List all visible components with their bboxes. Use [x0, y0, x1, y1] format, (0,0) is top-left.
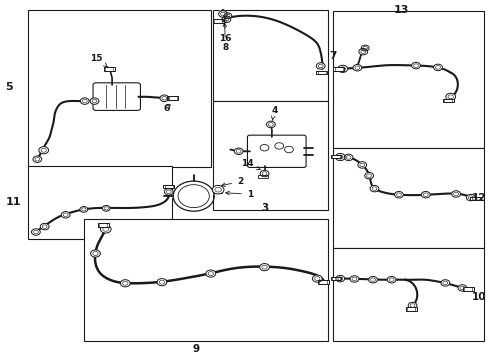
Circle shape [359, 48, 368, 55]
Bar [213, 10, 328, 101]
Text: 3: 3 [261, 203, 268, 213]
Bar [463, 287, 474, 291]
Circle shape [361, 45, 369, 51]
Circle shape [234, 148, 243, 154]
Circle shape [446, 93, 456, 100]
Circle shape [222, 16, 231, 23]
Circle shape [370, 185, 379, 192]
Circle shape [33, 156, 42, 162]
Circle shape [387, 276, 396, 283]
Circle shape [358, 162, 367, 168]
Circle shape [31, 229, 40, 235]
Circle shape [100, 225, 111, 233]
Circle shape [260, 170, 269, 177]
Text: 4: 4 [271, 105, 277, 120]
Circle shape [160, 95, 169, 102]
Circle shape [90, 98, 99, 104]
Circle shape [267, 121, 275, 128]
Circle shape [80, 207, 88, 212]
Bar [443, 99, 454, 102]
Circle shape [260, 264, 270, 271]
Bar [406, 307, 416, 311]
Bar [104, 67, 115, 71]
Text: 7: 7 [329, 51, 337, 61]
Bar [318, 280, 329, 284]
Bar [333, 12, 485, 148]
Bar [331, 155, 341, 158]
Circle shape [353, 64, 362, 71]
Circle shape [441, 280, 450, 286]
Text: 6: 6 [164, 104, 170, 113]
Circle shape [61, 212, 70, 218]
Bar [98, 224, 109, 227]
Bar [331, 277, 341, 280]
Text: 13: 13 [393, 5, 409, 15]
Bar [84, 220, 328, 341]
Circle shape [212, 185, 224, 194]
Bar [333, 148, 485, 248]
Circle shape [219, 11, 227, 17]
Circle shape [365, 172, 373, 179]
Text: 15: 15 [90, 54, 107, 67]
Circle shape [121, 280, 130, 287]
Circle shape [466, 194, 475, 201]
Circle shape [344, 154, 353, 161]
Circle shape [224, 13, 232, 19]
Circle shape [80, 98, 89, 104]
Circle shape [206, 270, 216, 277]
Circle shape [412, 62, 420, 69]
Bar [213, 101, 328, 211]
FancyBboxPatch shape [247, 135, 306, 167]
Circle shape [317, 63, 325, 69]
Circle shape [157, 279, 167, 286]
Circle shape [313, 275, 322, 282]
Bar [333, 248, 485, 341]
Text: 12: 12 [471, 193, 486, 203]
Circle shape [408, 302, 417, 309]
Circle shape [421, 192, 430, 198]
Circle shape [91, 250, 100, 257]
Circle shape [335, 153, 345, 161]
Bar [317, 71, 327, 74]
Bar [27, 10, 211, 167]
Text: 11: 11 [5, 197, 21, 207]
Circle shape [452, 191, 461, 197]
Text: 16: 16 [219, 18, 232, 43]
Bar [27, 166, 172, 239]
Circle shape [39, 147, 49, 154]
Bar [258, 175, 268, 178]
Text: 14: 14 [241, 159, 260, 170]
Circle shape [458, 285, 467, 291]
Bar [333, 67, 344, 71]
Circle shape [350, 276, 359, 282]
Text: 1: 1 [226, 190, 253, 199]
Text: 2: 2 [222, 177, 243, 186]
Bar [163, 185, 174, 188]
Circle shape [102, 206, 110, 211]
Circle shape [164, 189, 173, 195]
Circle shape [338, 65, 347, 72]
Circle shape [368, 276, 377, 283]
Circle shape [394, 192, 403, 198]
Text: 8: 8 [222, 23, 228, 52]
FancyBboxPatch shape [93, 83, 141, 111]
Text: 9: 9 [193, 343, 200, 354]
Bar [213, 19, 223, 23]
Bar [470, 197, 481, 201]
Text: 10: 10 [471, 292, 486, 302]
Text: 5: 5 [5, 82, 13, 92]
Circle shape [336, 275, 344, 282]
Circle shape [40, 224, 49, 230]
Circle shape [434, 64, 442, 71]
Bar [167, 96, 178, 100]
